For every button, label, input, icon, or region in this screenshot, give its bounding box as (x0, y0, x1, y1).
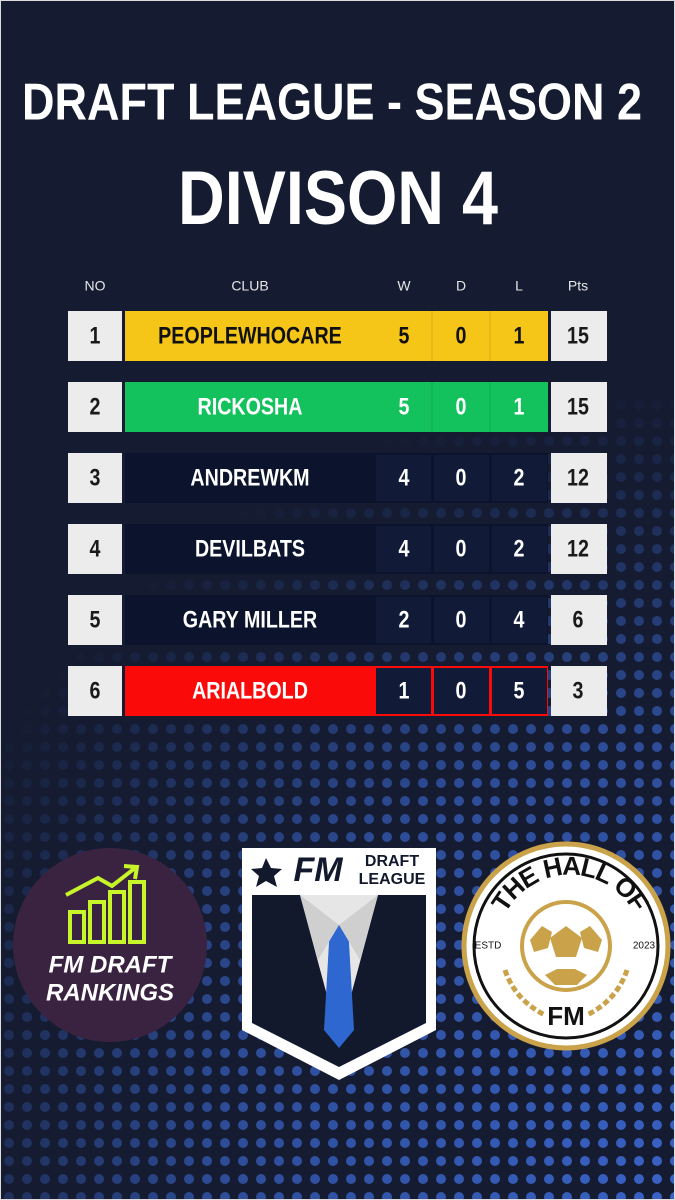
cell-d: 0 (456, 534, 467, 561)
cell-pts: 12 (567, 463, 589, 490)
cell-w: 5 (399, 321, 410, 348)
cell-no: 1 (90, 321, 101, 348)
cell-club: DEVILBATS (195, 534, 305, 561)
cell-club: RICKOSHA (198, 392, 303, 419)
column-header: D (456, 278, 466, 294)
stat-cell (376, 455, 431, 501)
cell-no: 5 (90, 605, 101, 632)
cell-pts: 12 (567, 534, 589, 561)
points-box (551, 311, 607, 361)
position-box (68, 595, 122, 645)
cell-club: ANDREWKM (190, 463, 309, 490)
cell-w: 4 (399, 534, 411, 561)
position-box (68, 382, 122, 432)
league-logo: FM DRAFT LEAGUE (242, 848, 436, 1080)
club-band (125, 382, 548, 432)
points-box (551, 524, 607, 574)
stat-cell (434, 526, 489, 572)
hall-logo: THE HALL OF ESTD 2023 FM (461, 841, 671, 1051)
cell-pts: 3 (573, 676, 584, 703)
cell-no: 4 (90, 534, 102, 561)
stat-cell (492, 597, 547, 643)
cell-d: 0 (456, 321, 467, 348)
cell-pts: 6 (573, 605, 584, 632)
hall-right: 2023 (633, 941, 656, 952)
cell-l: 2 (514, 463, 525, 490)
rankings-logo: FM DRAFT RANKINGS (13, 848, 207, 1042)
position-box (68, 453, 122, 503)
cell-l: 4 (514, 605, 526, 632)
league-line2: LEAGUE (359, 871, 426, 888)
subtitle: DIVISON 4 (178, 156, 498, 241)
position-box (68, 666, 122, 716)
stat-cell (376, 597, 431, 643)
cell-w: 2 (399, 605, 410, 632)
position-box (68, 311, 122, 361)
cell-club: GARY MILLER (183, 605, 318, 632)
stat-cell (492, 668, 547, 714)
rankings-line2: RANKINGS (46, 979, 174, 1006)
cell-club: PEOPLEWHOCARE (158, 321, 342, 348)
cell-l: 2 (514, 534, 525, 561)
league-line1: DRAFT (365, 853, 419, 870)
column-header: L (515, 278, 523, 294)
cell-pts: 15 (567, 321, 589, 348)
cell-club: ARIALBOLD (192, 676, 308, 703)
cell-l: 1 (514, 392, 525, 419)
column-header: Pts (568, 278, 588, 294)
cell-d: 0 (456, 605, 467, 632)
league-mark: FM (293, 851, 343, 889)
stat-cell (492, 526, 547, 572)
stat-cell (492, 455, 547, 501)
club-band (125, 311, 548, 361)
stat-cell (434, 455, 489, 501)
column-header: NO (85, 278, 106, 294)
stat-cell (434, 597, 489, 643)
cell-no: 2 (90, 392, 101, 419)
stat-cell (376, 526, 431, 572)
cell-d: 0 (456, 392, 467, 419)
cell-w: 5 (399, 392, 410, 419)
cell-l: 1 (514, 321, 525, 348)
position-box (68, 524, 122, 574)
cell-pts: 15 (567, 392, 589, 419)
points-box (551, 666, 607, 716)
column-header: CLUB (231, 278, 268, 294)
points-box (551, 595, 607, 645)
title: DRAFT LEAGUE - SEASON 2 (22, 74, 642, 132)
points-box (551, 382, 607, 432)
cell-no: 3 (90, 463, 101, 490)
column-header: W (397, 278, 411, 294)
hall-bottom: FM (547, 1001, 585, 1031)
cell-w: 1 (399, 676, 410, 703)
cell-d: 0 (456, 676, 467, 703)
cell-d: 0 (456, 463, 467, 490)
stat-cell (376, 668, 431, 714)
stat-cell (434, 668, 489, 714)
cell-w: 4 (399, 463, 411, 490)
cell-l: 5 (514, 676, 525, 703)
rankings-line1: FM DRAFT (49, 951, 174, 978)
points-box (551, 453, 607, 503)
hall-left: ESTD (475, 941, 502, 952)
cell-no: 6 (90, 676, 101, 703)
